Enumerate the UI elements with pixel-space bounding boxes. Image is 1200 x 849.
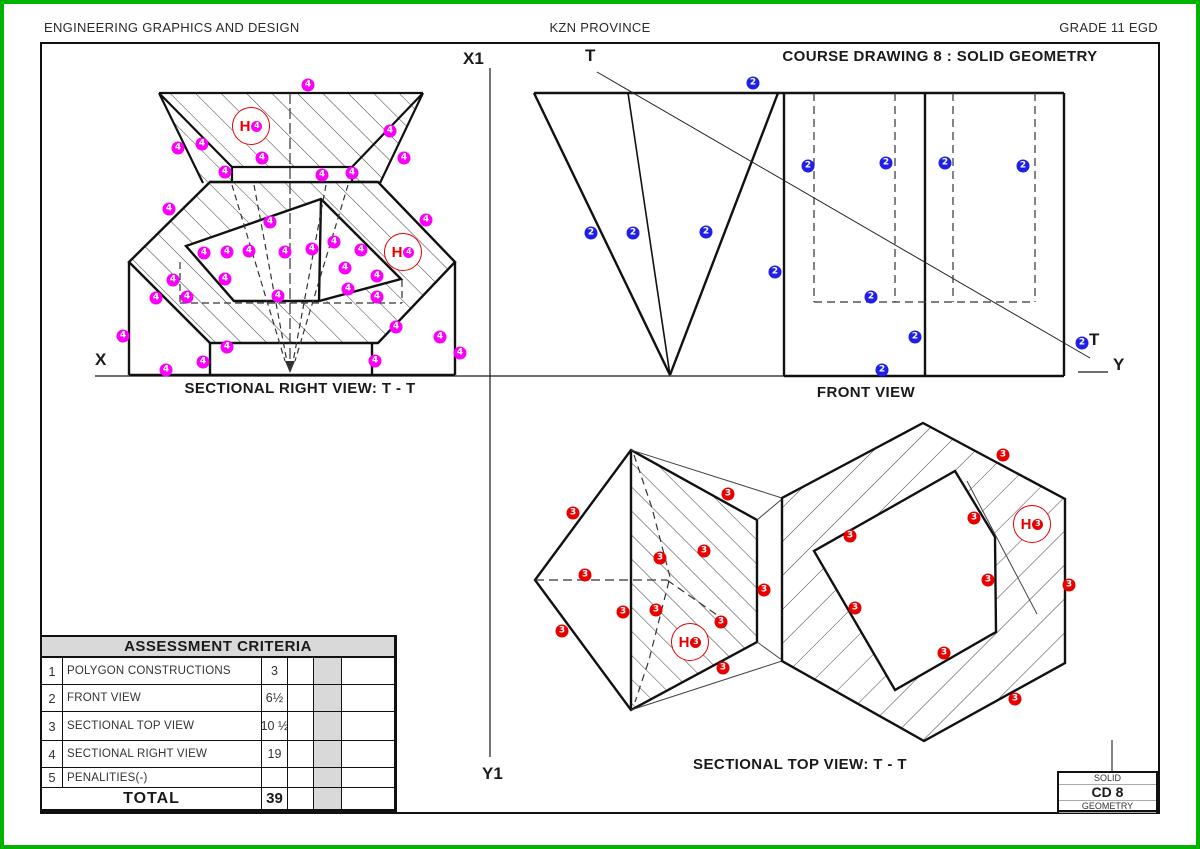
row-mark: 6½ — [262, 685, 288, 712]
title-block-code: CD 8 — [1059, 785, 1156, 801]
row-moderation-cell — [314, 741, 342, 768]
row-blank-cell — [342, 788, 395, 810]
x-axis-label: X — [95, 350, 107, 369]
sectional-top-view-left-drawing — [533, 448, 783, 712]
header-center: KZN PROVINCE — [549, 20, 651, 35]
row-blank-cell — [288, 741, 314, 768]
row-moderation-cell — [314, 685, 342, 712]
cutting-plane-label-top: T — [585, 46, 596, 65]
total-value: 39 — [262, 788, 288, 810]
row-mark: 3 — [262, 658, 288, 685]
row-moderation-cell — [314, 788, 342, 810]
sectional-top-view-label: SECTIONAL TOP VIEW: T - T — [693, 756, 907, 773]
row-number: 5 — [42, 768, 63, 788]
row-blank-cell — [288, 685, 314, 712]
total-label: TOTAL — [42, 788, 262, 810]
row-number: 3 — [42, 712, 63, 741]
sectional-top-view-right-drawing — [780, 421, 1113, 771]
cutting-plane-label-right: T — [1089, 330, 1100, 349]
row-mark: 19 — [262, 741, 288, 768]
row-blank-cell — [288, 712, 314, 741]
header-right: GRADE 11 EGD — [1059, 20, 1158, 35]
title-block: SOLID CD 8 GEOMETRY — [1057, 771, 1158, 813]
sectional-right-view-label: SECTIONAL RIGHT VIEW: T - T — [184, 380, 416, 397]
row-blank-cell — [288, 768, 314, 788]
front-view-drawing — [532, 91, 1066, 378]
row-mark — [262, 768, 288, 788]
row-blank-cell — [288, 788, 314, 810]
row-moderation-cell — [314, 658, 342, 685]
projection-arrow — [285, 361, 295, 373]
row-moderation-cell — [314, 768, 342, 788]
row-blank-cell — [288, 658, 314, 685]
row-number: 1 — [42, 658, 63, 685]
course-title: COURSE DRAWING 8 : SOLID GEOMETRY — [782, 48, 1098, 65]
row-moderation-cell — [314, 712, 342, 741]
front-view-label: FRONT VIEW — [816, 384, 916, 401]
row-description: SECTIONAL RIGHT VIEW — [63, 741, 262, 768]
row-blank-cell — [342, 741, 395, 768]
assessment-table-title: ASSESSMENT CRITERIA — [42, 637, 395, 658]
title-block-subject: SOLID — [1059, 773, 1156, 785]
sectional-right-view-drawing — [127, 91, 457, 377]
row-description: SECTIONAL TOP VIEW — [63, 712, 262, 741]
row-blank-cell — [342, 685, 395, 712]
row-description: FRONT VIEW — [63, 685, 262, 712]
row-mark: 10 ½ — [262, 712, 288, 741]
cutting-plane-line — [596, 71, 1091, 359]
row-blank-cell — [342, 712, 395, 741]
row-number: 4 — [42, 741, 63, 768]
x1-axis-label: X1 — [463, 49, 484, 68]
row-blank-cell — [342, 768, 395, 788]
drawing-frame — [40, 42, 1160, 814]
row-description: PENALITIES(-) — [63, 768, 262, 788]
assessment-criteria-table: ASSESSMENT CRITERIA 1 POLYGON CONSTRUCTI… — [40, 635, 397, 812]
header-left: ENGINEERING GRAPHICS AND DESIGN — [44, 20, 300, 35]
row-blank-cell — [342, 658, 395, 685]
title-block-topic: GEOMETRY — [1059, 801, 1156, 813]
row-description: POLYGON CONSTRUCTIONS — [63, 658, 262, 685]
y1-axis-label: Y1 — [482, 764, 503, 783]
row-number: 2 — [42, 685, 63, 712]
y-axis-label: Y — [1113, 355, 1125, 374]
